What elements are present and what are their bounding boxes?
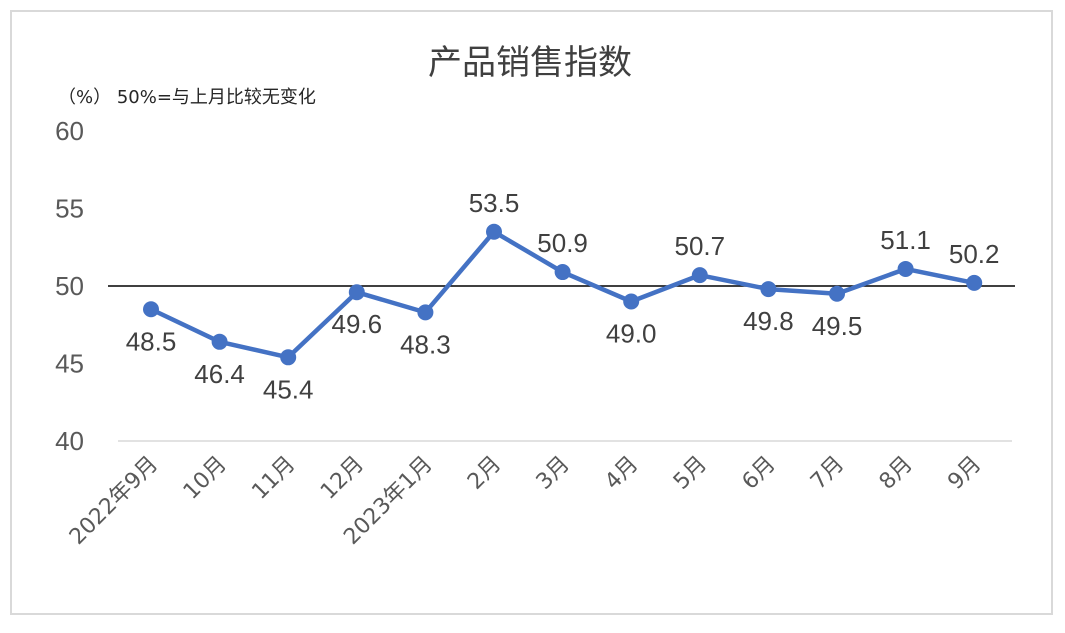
chart-title: 产品销售指数 [428,43,632,83]
y-tick-label: 50 [55,271,84,301]
y-tick-label: 60 [55,116,84,146]
x-tick-label: 9月 [943,452,986,495]
x-tick-label: 6月 [738,452,781,495]
data-point [623,293,640,310]
y-tick-label: 40 [55,426,84,456]
data-point [211,333,228,350]
data-point [897,260,914,277]
x-tick-label: 10月 [179,452,232,505]
data-label: 49.6 [331,309,382,339]
chart-frame [10,10,1053,615]
x-tick-label: 12月 [316,452,369,505]
data-label: 45.4 [263,374,314,404]
x-tick-label: 4月 [600,452,643,495]
data-point [280,349,297,366]
data-point [691,267,708,284]
data-point [554,264,571,281]
x-tick-label: 11月 [247,452,300,505]
x-tick-label: 3月 [532,452,575,495]
data-point [486,223,502,240]
x-tick-label: 7月 [806,452,849,495]
data-label: 49.8 [743,306,794,336]
data-point [143,301,159,318]
data-label: 51.1 [880,225,931,255]
data-point [966,274,983,291]
y-tick-label: 45 [55,349,84,379]
data-label: 53.5 [469,188,520,218]
data-label: 50.9 [537,228,588,258]
data-label: 49.0 [606,319,657,349]
x-tick-label: 5月 [669,452,712,495]
data-label: 46.4 [194,359,245,389]
x-tick-label: 2月 [463,452,506,495]
x-tick-label: 2022年9月 [65,452,163,550]
data-label: 49.5 [812,311,863,341]
unit-note: （%） 50%=与上月比较无变化 [58,87,316,108]
data-label: 48.3 [400,329,451,359]
data-point [760,281,777,298]
y-tick-label: 55 [55,194,84,224]
x-tick-label: 8月 [875,452,918,495]
data-point [417,304,434,321]
data-point [829,285,845,302]
data-label: 50.2 [949,239,1000,269]
data-point [348,284,365,301]
data-label: 50.7 [674,231,725,261]
data-label: 48.5 [126,326,177,356]
